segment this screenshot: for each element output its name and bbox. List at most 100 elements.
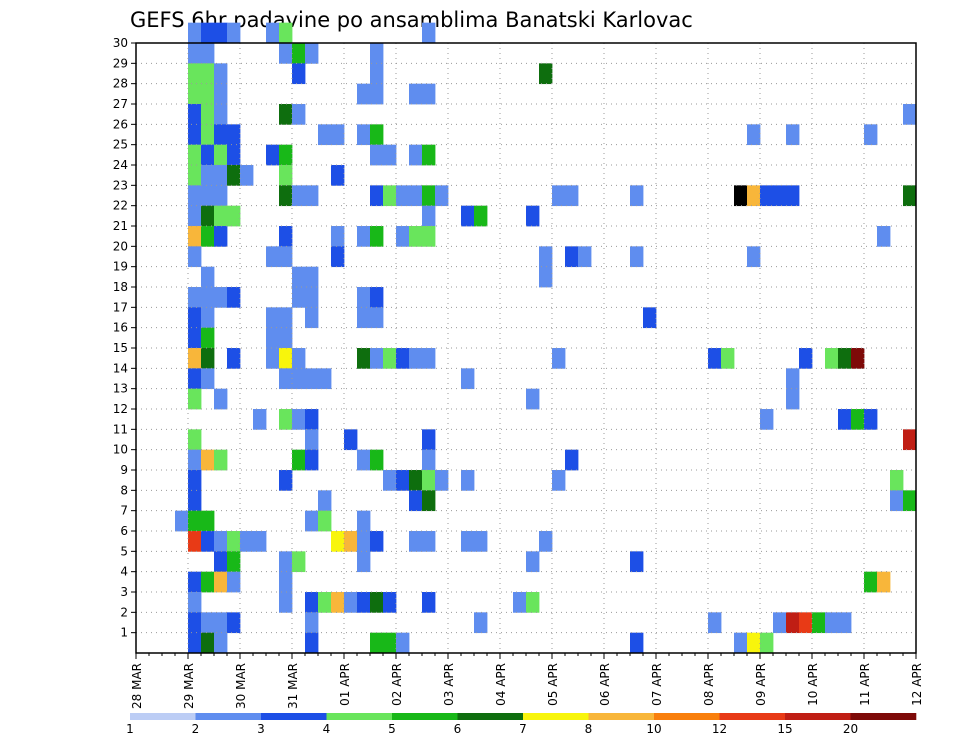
ensemble-cell [370,632,384,654]
ensemble-cell [357,592,371,613]
y-tick-label: 4 [120,565,128,579]
ensemble-cell [370,43,384,64]
x-tick-label: 11 APR [858,663,872,706]
legend-color-swatch [195,713,262,720]
ensemble-cell [201,327,215,349]
ensemble-cell [279,144,293,166]
ensemble-cell [188,429,202,451]
ensemble-cell [201,449,215,471]
grid-lines [136,43,916,653]
ensemble-cell [474,531,488,552]
ensemble-cell [526,592,540,613]
ensemble-cell [422,592,436,613]
legend-label: 8 [585,722,593,736]
ensemble-cell [201,22,215,44]
ensemble-cell [214,226,228,247]
legend-label: 1 [126,722,134,736]
ensemble-cell [864,124,878,146]
ensemble-cell [305,429,319,451]
ensemble-cell [890,490,904,512]
ensemble-cell [240,165,254,186]
ensemble-cell [188,205,202,227]
ensemble-cell [201,307,215,329]
ensemble-cell [201,226,215,247]
ensemble-cell [422,348,436,369]
ensemble-cell [188,124,202,146]
ensemble-cell [279,409,293,430]
legend-label: 3 [257,722,265,736]
ensemble-cell [292,266,306,288]
ensemble-cell [383,470,397,491]
ensemble-cell [214,205,228,227]
y-tick-label: 22 [113,199,128,213]
ensemble-cell [409,226,423,247]
ensemble-cell [409,531,423,552]
ensemble-cell [422,531,436,552]
ensemble-cell [292,185,306,207]
ensemble-cell [214,22,228,44]
ensemble-cell [305,612,319,634]
ensemble-cell [630,632,644,654]
ensemble-cell [357,124,371,146]
x-tick-label: 09 APR [754,663,768,706]
ensemble-cell [812,612,826,634]
x-tick-label: 03 APR [442,663,456,706]
ensemble-cell [760,185,774,207]
ensemble-cell [305,43,319,64]
y-tick-label: 19 [113,260,128,274]
legend-label: 12 [712,722,727,736]
ensemble-cell [292,104,306,125]
ensemble-cell [188,185,202,207]
ensemble-cell [318,592,332,613]
ensemble-cell [188,226,202,247]
legend-color-swatch [719,713,786,720]
ensemble-cell [305,409,319,430]
ensemble-cell [188,83,202,105]
x-tick-label: 02 APR [390,663,404,706]
ensemble-cell [331,124,345,146]
ensemble-cell [422,226,436,247]
x-tick-label: 08 APR [702,663,716,706]
legend-label: 10 [646,722,661,736]
ensemble-cell [851,348,865,369]
ensemble-cell [786,388,800,410]
ensemble-cell [279,327,293,349]
ensemble-cell [292,409,306,430]
ensemble-cell [760,632,774,654]
ensemble-cell [279,246,293,268]
ensemble-cell [279,368,293,390]
ensemble-cell [903,490,917,512]
ensemble-cell [266,327,280,349]
ensemble-cell [331,226,345,247]
ensemble-cell [903,104,917,125]
ensemble-cell [357,287,371,308]
x-tick-label: 06 APR [598,663,612,706]
ensemble-cell [786,368,800,390]
ensemble-cell [279,571,293,593]
ensemble-cell [552,185,566,207]
ensemble-cell [188,612,202,634]
ensemble-cell [279,104,293,125]
y-tick-label: 10 [113,443,128,457]
ensemble-cell [292,287,306,308]
ensemble-cell [188,144,202,166]
ensemble-cell [188,287,202,308]
ensemble-cell [279,470,293,491]
ensemble-cell [292,348,306,369]
ensemble-cell [344,531,358,552]
ensemble-cell [838,612,852,634]
ensemble-cell [747,185,761,207]
ensemble-cell [474,205,488,227]
y-tick-label: 30 [113,36,128,50]
ensemble-cell [279,551,293,573]
y-tick-label: 16 [113,321,128,335]
ensemble-cell [201,165,215,186]
ensemble-cell [734,632,748,654]
ensemble-cell [201,612,215,634]
legend-color-swatch [523,713,589,720]
ensemble-cell [331,531,345,552]
ensemble-cell [188,632,202,654]
ensemble-cell [409,470,423,491]
ensemble-cell [708,348,722,369]
ensemble-cell [305,307,319,329]
